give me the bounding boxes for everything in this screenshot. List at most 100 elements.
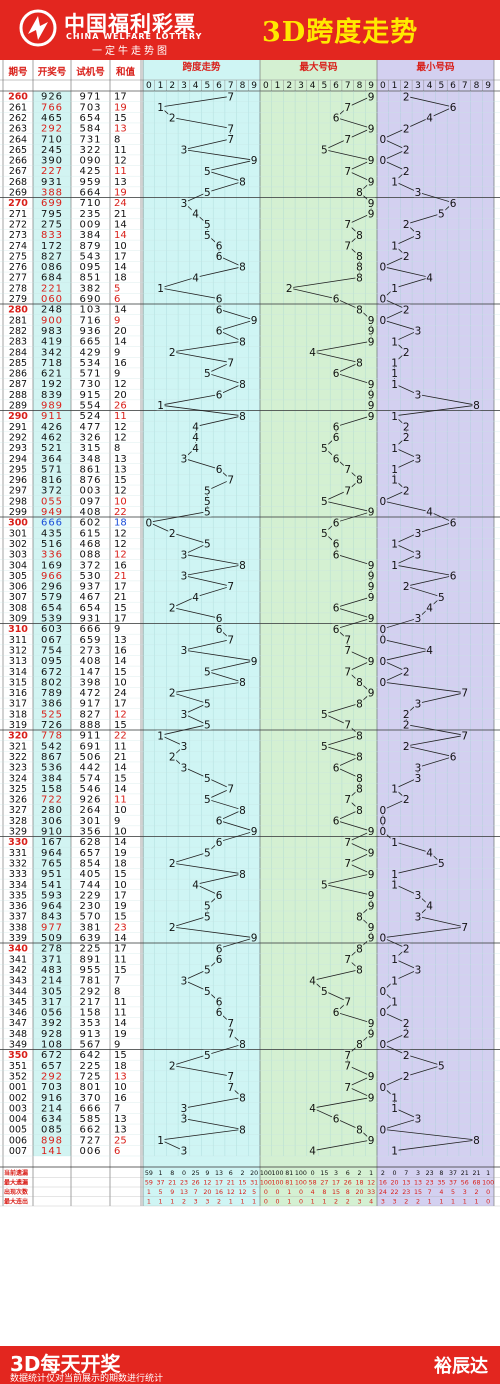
max-point: 9 xyxy=(368,901,375,913)
max-point-bg xyxy=(332,623,341,634)
span-stat-value: 2 xyxy=(182,1199,186,1206)
span-point: 1 xyxy=(157,283,164,295)
max-stat-value: 100 xyxy=(295,1180,307,1187)
period-cell: 307 xyxy=(9,592,27,603)
span-point-bg xyxy=(168,346,177,357)
min-stat-value: 23 xyxy=(426,1180,434,1187)
max-point: 9 xyxy=(368,826,375,838)
sum-cell: 13 xyxy=(114,124,127,135)
span-point: 8 xyxy=(239,177,246,189)
max-point-bg xyxy=(343,634,352,645)
max-point: 2 xyxy=(286,283,293,295)
stats-label: 出现次数 xyxy=(4,1188,29,1196)
trial-number-cell: 546 xyxy=(79,784,101,795)
period-cell: 261 xyxy=(9,102,27,113)
span-point: 2 xyxy=(169,752,176,764)
min-point-bg xyxy=(390,1103,399,1114)
span-point: 7 xyxy=(227,358,234,370)
max-point: 7 xyxy=(344,219,351,231)
min-point-bg xyxy=(378,496,387,507)
period-cell: 344 xyxy=(9,986,27,997)
sum-cell: 22 xyxy=(114,731,127,742)
span-point-bg xyxy=(215,815,224,826)
span-stat-value: 21 xyxy=(227,1180,235,1187)
min-point: 2 xyxy=(403,304,410,316)
span-point-bg xyxy=(203,911,212,922)
min-point: 1 xyxy=(391,283,398,295)
min-stat-value: 2 xyxy=(474,1189,478,1196)
trial-number-cell: 097 xyxy=(79,496,101,507)
min-point: 1 xyxy=(391,411,398,423)
draw-number-cell: 306 xyxy=(41,816,63,827)
period-cell: 341 xyxy=(9,954,27,965)
max-point-bg xyxy=(355,251,364,262)
span-point-bg xyxy=(250,155,259,166)
sum-cell: 15 xyxy=(114,773,127,784)
span-point: 6 xyxy=(216,304,223,316)
max-point-bg xyxy=(367,176,376,187)
span-point-bg xyxy=(179,197,188,208)
max-point: 7 xyxy=(344,666,351,678)
min-point: 4 xyxy=(426,645,433,657)
draw-number-cell: 462 xyxy=(41,432,63,443)
min-stat-value: 24 xyxy=(379,1189,387,1196)
footer-banner: 3D每天开奖 数据统计仅对当前展示的期数进行统计 裕辰达 xyxy=(0,1346,500,1384)
period-cell: 288 xyxy=(9,390,27,401)
max-point: 6 xyxy=(333,539,340,551)
min-point-bg xyxy=(378,655,387,666)
trial-number-cell: 602 xyxy=(79,518,101,529)
span-point-bg xyxy=(238,868,247,879)
draw-number-cell: 795 xyxy=(41,209,63,220)
min-point: 2 xyxy=(403,1050,410,1062)
max-point: 9 xyxy=(368,390,375,402)
min-point-bg xyxy=(425,645,434,656)
sum-cell: 14 xyxy=(114,933,127,944)
span-stat-value: 1 xyxy=(159,1170,163,1177)
draw-number-cell: 465 xyxy=(41,113,63,124)
max-stat-value: 2 xyxy=(346,1199,350,1206)
span-point: 5 xyxy=(204,219,211,231)
min-point: 0 xyxy=(380,496,387,508)
min-point: 2 xyxy=(403,1071,410,1083)
max-point-bg xyxy=(320,144,329,155)
span-stat-value: 12 xyxy=(238,1189,246,1196)
min-point-bg xyxy=(390,378,399,389)
span-point: 3 xyxy=(181,762,188,774)
stats-label: 最大连出 xyxy=(4,1198,28,1206)
min-point: 8 xyxy=(473,1135,480,1147)
max-point-bg xyxy=(367,1028,376,1039)
max-point-bg xyxy=(355,261,364,272)
period-cell: 348 xyxy=(9,1029,27,1040)
draw-number-cell: 342 xyxy=(41,347,63,358)
span-point-bg xyxy=(191,591,200,602)
min-point: 0 xyxy=(380,134,387,146)
span-point-bg xyxy=(179,645,188,656)
span-stat-value: 2 xyxy=(217,1199,221,1206)
span-point-bg xyxy=(179,144,188,155)
min-point-bg xyxy=(390,283,399,294)
span-point: 5 xyxy=(204,911,211,923)
min-point: 1 xyxy=(391,240,398,252)
trial-number-cell: 801 xyxy=(79,1082,101,1093)
span-point: 5 xyxy=(204,496,211,508)
max-point: 9 xyxy=(368,326,375,338)
max-point: 9 xyxy=(368,208,375,220)
span-point: 6 xyxy=(216,294,223,306)
max-stat-value: 8 xyxy=(346,1189,350,1196)
span-point: 5 xyxy=(204,965,211,977)
min-stat-value: 3 xyxy=(393,1199,397,1206)
span-trend-line xyxy=(147,95,256,1152)
min-digit-header: 1 xyxy=(392,81,398,91)
span-point: 3 xyxy=(181,741,188,753)
max-point-bg xyxy=(332,1113,341,1124)
draw-number-cell: 964 xyxy=(41,901,63,912)
min-point: 2 xyxy=(403,666,410,678)
min-point: 7 xyxy=(461,688,468,700)
draw-number-cell: 765 xyxy=(41,858,63,869)
trial-number-cell: 891 xyxy=(79,954,101,965)
min-point-bg xyxy=(402,123,411,134)
min-point-bg xyxy=(413,890,422,901)
span-point-bg xyxy=(203,219,212,230)
trial-number-cell: 654 xyxy=(79,603,101,614)
span-point-bg xyxy=(168,751,177,762)
